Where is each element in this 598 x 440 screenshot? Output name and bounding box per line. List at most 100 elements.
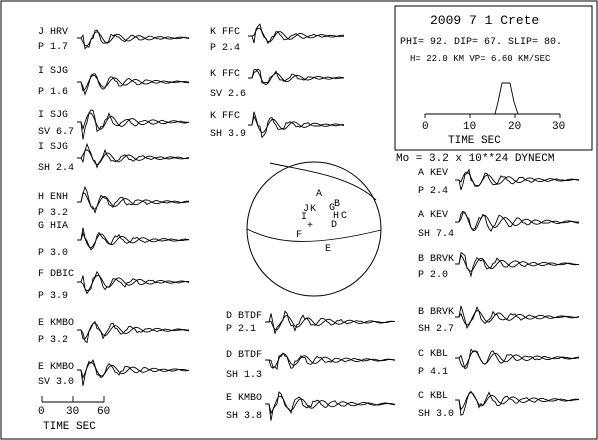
- trace-phase-amplitude: SH 7.4: [418, 229, 454, 240]
- observed-waveform: [77, 227, 190, 251]
- time-scale-label: TIME SEC: [43, 421, 96, 433]
- trace-station-code: I SJG: [38, 66, 68, 77]
- nodal-plane-1: [246, 228, 382, 242]
- focal-station-label: D: [331, 220, 337, 231]
- synthetic-waveform: [265, 352, 396, 369]
- observed-waveform: [248, 23, 344, 45]
- trace-phase-amplitude: SV 6.7: [38, 127, 74, 138]
- trace-station-code: A KEV: [418, 168, 448, 179]
- observed-waveform: [77, 109, 190, 140]
- synthetic-waveform: [77, 274, 190, 292]
- trace-phase-amplitude: P 3.2: [38, 335, 68, 346]
- synthetic-waveform: [248, 115, 345, 134]
- observed-waveform: [77, 185, 190, 215]
- trace-station-code: B BRVK: [418, 254, 454, 265]
- source-time-function: 0 10 20 30 TIME SEC: [422, 82, 565, 147]
- synthetic-waveform: [455, 350, 580, 368]
- trace-station-code: J HRV: [38, 27, 68, 38]
- focal-station-label: C: [341, 211, 347, 222]
- mechanism-params: PHI= 92. DIP= 67. SLIP= 80.: [400, 37, 562, 48]
- focal-station-label: I: [301, 212, 307, 223]
- stf-tick-label: 10: [463, 121, 476, 133]
- observed-waveform: [455, 348, 579, 370]
- synthetic-waveform: [77, 31, 190, 47]
- synthetic-waveform: [455, 171, 580, 188]
- synthetic-waveform: [77, 361, 190, 379]
- trace-phase-amplitude: P 1.7: [38, 42, 68, 53]
- trace-station-code: I SJG: [38, 142, 68, 153]
- focal-center-marker: +: [307, 221, 313, 232]
- synthetic-waveform: [248, 27, 345, 43]
- source-info-panel: 2009 7 1 Crete PHI= 92. DIP= 67. SLIP= 8…: [394, 5, 593, 151]
- event-title: 2009 7 1 Crete: [430, 13, 539, 28]
- trace-phase-amplitude: P 1.6: [38, 87, 68, 98]
- trace-phase-amplitude: P 2.0: [418, 270, 448, 281]
- synthetic-waveform: [248, 68, 345, 86]
- trace-phase-amplitude: P 3.0: [38, 248, 68, 259]
- synthetic-waveform: [265, 395, 396, 415]
- synthetic-waveform: [77, 192, 189, 210]
- time-scale: 0 30 60 TIME SEC: [38, 396, 110, 433]
- focal-station-label: H: [333, 211, 339, 222]
- focal-station-label: G: [329, 203, 335, 214]
- stf-tick-label: 0: [422, 121, 429, 133]
- trace-station-code: K FFC: [210, 69, 240, 80]
- time-scale-tick: 60: [97, 406, 110, 418]
- synthetic-waveform: [455, 210, 580, 231]
- trace-phase-amplitude: SV 3.0: [38, 377, 74, 388]
- trace-phase-amplitude: SH 1.3: [226, 370, 262, 381]
- trace-station-code: G HIA: [38, 221, 68, 232]
- stf-curve: [425, 82, 560, 115]
- trace-station-code: C KBL: [418, 349, 448, 360]
- observed-waveform: [77, 29, 190, 50]
- observed-waveform: [77, 358, 190, 386]
- synthetic-waveform: [77, 112, 190, 131]
- trace-phase-amplitude: P 2.4: [210, 43, 240, 54]
- nodal-plane-2: [269, 162, 377, 201]
- stf-tick-label: 30: [552, 121, 565, 133]
- trace-station-code: E KMBO: [226, 393, 262, 404]
- stf-xlabel: TIME SEC: [448, 135, 501, 147]
- trace-phase-amplitude: SH 3.0: [418, 409, 454, 420]
- trace-station-code: H ENH: [38, 192, 68, 203]
- synthetic-waveform: [455, 391, 580, 411]
- source-info-box: [394, 5, 593, 151]
- trace-phase-amplitude: SH 3.9: [210, 129, 246, 140]
- focal-mechanism: A B C G H D E F J K I +: [246, 161, 382, 297]
- observed-waveform: [77, 270, 190, 295]
- trace-phase-amplitude: P 2.1: [226, 324, 256, 335]
- time-scale-tick: 30: [66, 406, 79, 418]
- focal-station-label: F: [296, 230, 302, 241]
- observed-waveform: [455, 212, 580, 232]
- trace-station-code: E KMBO: [38, 362, 74, 373]
- trace-station-code: A KEV: [418, 210, 448, 221]
- trace-phase-amplitude: SH 2.7: [418, 324, 454, 335]
- focal-station-label: B: [334, 199, 340, 210]
- focal-station-label: A: [316, 189, 322, 200]
- focal-sphere: [246, 161, 382, 297]
- trace-labels: J HRV P 1.7 I SJG P 1.6 I SJG SV 6.7 I SJG SH 2…: [38, 27, 454, 422]
- trace-phase-amplitude: SH 3.8: [226, 411, 262, 422]
- trace-station-code: K FFC: [210, 111, 240, 122]
- trace-phase-amplitude: SV 2.6: [210, 89, 246, 100]
- focal-station-label: K: [310, 204, 316, 215]
- observed-waveform: [77, 142, 190, 169]
- synthetic-waveform: [77, 74, 189, 92]
- observed-waveform: [248, 111, 345, 139]
- trace-station-code: K FFC: [210, 27, 240, 38]
- trace-station-code: E KMBO: [38, 318, 74, 329]
- synthetic-waveform: [455, 310, 580, 326]
- observed-waveform: [77, 73, 190, 96]
- trace-phase-amplitude: P 2.4: [418, 186, 448, 197]
- trace-station-code: D BTDF: [226, 350, 262, 361]
- synthetic-waveform: [265, 314, 396, 331]
- trace-station-code: F DBIC: [38, 269, 74, 280]
- trace-phase-amplitude: SH 2.4: [38, 163, 74, 174]
- time-scale-tick: 0: [38, 406, 45, 418]
- observed-waveform: [77, 320, 190, 344]
- stf-tick-label: 20: [508, 121, 521, 133]
- trace-phase-amplitude: P 3.2: [38, 208, 68, 219]
- trace-waveforms: [77, 23, 580, 421]
